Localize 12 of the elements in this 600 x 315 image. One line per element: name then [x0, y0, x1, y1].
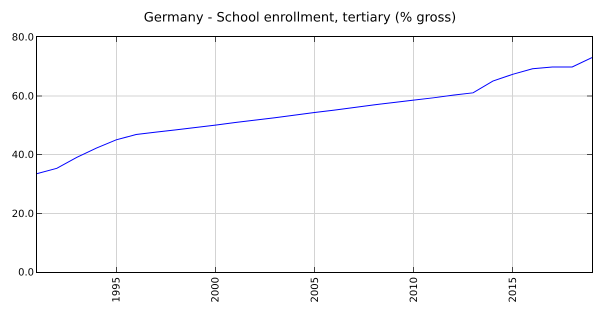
y-tick-label: 80.0: [12, 32, 34, 44]
y-tick-label: 60.0: [12, 91, 34, 102]
x-tick-label: 1995: [112, 277, 123, 302]
y-tick-label: 20.0: [12, 208, 34, 220]
x-tick-label: 2010: [408, 277, 420, 302]
x-tick-label: 2015: [508, 277, 519, 302]
y-tick-label: 0.0: [18, 268, 34, 278]
x-tick-label: 2000: [210, 277, 222, 302]
y-tick-label: 40.0: [12, 150, 34, 161]
chart-title: Germany - School enrollment, tertiary (% gross): [144, 10, 456, 26]
x-tick-label: 2005: [310, 277, 321, 302]
line-series: [37, 57, 592, 174]
